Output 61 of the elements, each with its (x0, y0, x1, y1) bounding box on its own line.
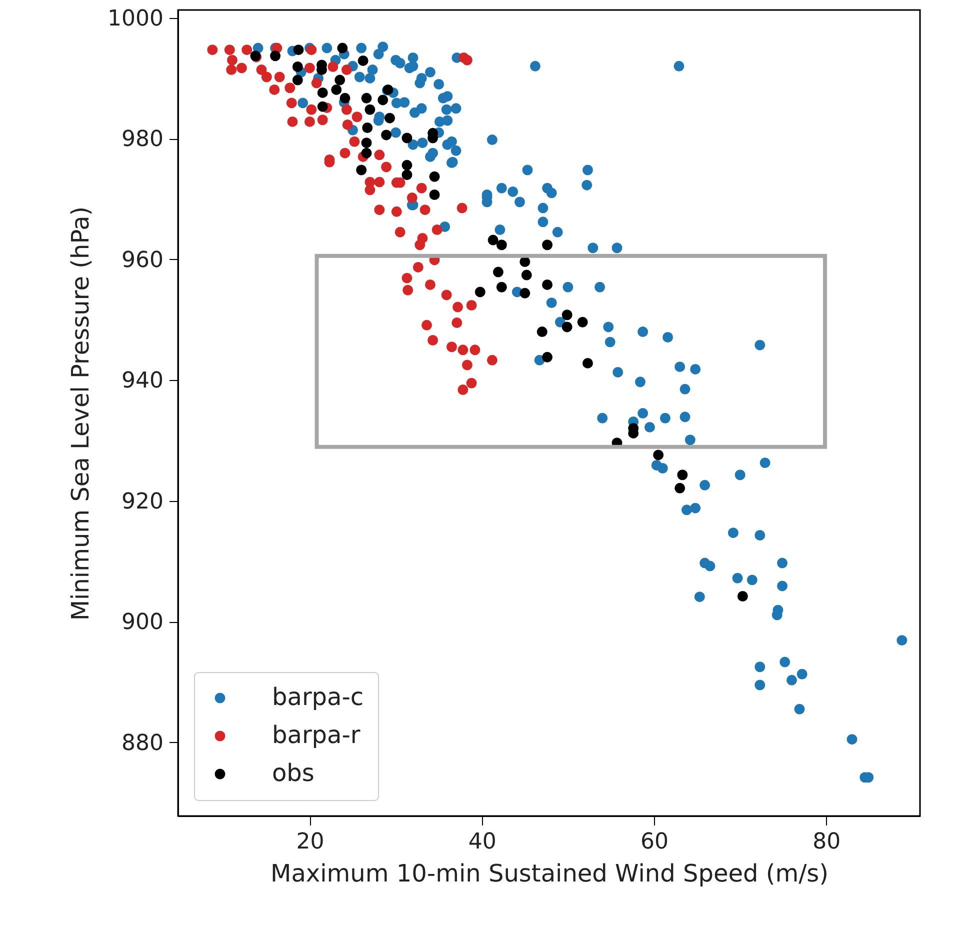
x-tick-label: 60 (640, 830, 669, 854)
point (653, 450, 664, 460)
point (402, 160, 412, 170)
point (384, 112, 395, 124)
point (331, 84, 342, 95)
x-tick-label: 40 (468, 830, 496, 854)
point (292, 62, 303, 72)
point (542, 352, 553, 362)
point (378, 94, 388, 106)
point (429, 171, 440, 182)
y-axis-title: Minimum Sea Level Pressure (hPa) (66, 206, 95, 621)
point (520, 288, 530, 298)
y-tick-label: 940 (122, 368, 164, 394)
point (361, 92, 372, 104)
point (542, 240, 553, 250)
point (492, 266, 504, 278)
point (429, 190, 440, 200)
point (674, 482, 686, 494)
y-tick-label: 880 (122, 730, 164, 756)
point (582, 358, 593, 368)
y-tick-label: 960 (122, 248, 164, 273)
point (358, 55, 368, 66)
point (496, 282, 507, 292)
legend-label: barpa-r (272, 721, 360, 749)
point (496, 240, 507, 250)
x-tick-label: 20 (296, 830, 324, 854)
point (361, 138, 372, 148)
point (337, 42, 348, 54)
point (292, 74, 303, 86)
point (334, 74, 346, 86)
x-tick-label: 80 (812, 830, 841, 854)
point (361, 148, 372, 158)
point (562, 322, 572, 332)
point (737, 591, 748, 602)
point (317, 87, 328, 98)
point (317, 101, 328, 112)
point (488, 234, 498, 246)
point (677, 470, 688, 480)
x-axis-title: Maximum 10-min Sustained Wind Speed (m/s) (270, 860, 829, 888)
legend-label: barpa-c (272, 683, 364, 711)
y-tick-label: 980 (122, 127, 164, 152)
point (356, 164, 367, 176)
point (562, 310, 572, 320)
point (521, 270, 532, 280)
y-tick-label: 920 (122, 489, 164, 514)
point (402, 170, 412, 180)
point (536, 326, 548, 338)
point (340, 92, 350, 104)
point (520, 256, 530, 267)
point (381, 130, 392, 140)
point (402, 132, 412, 144)
point (542, 279, 553, 290)
legend-label: obs (272, 759, 314, 787)
point (270, 50, 281, 62)
y-tick-label: 900 (122, 610, 164, 636)
point (293, 44, 304, 56)
point (474, 286, 486, 298)
y-tick-label: 1000 (108, 6, 164, 32)
point (577, 316, 588, 328)
point (362, 122, 373, 133)
point (364, 104, 376, 115)
